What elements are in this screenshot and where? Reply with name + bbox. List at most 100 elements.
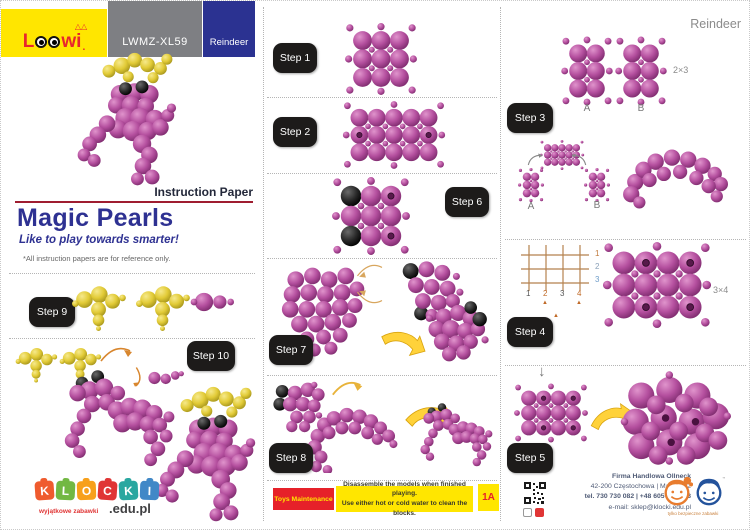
step1-label: Step 1 bbox=[273, 43, 317, 73]
safety-tagline: tylko bezpieczne zabawki bbox=[667, 511, 719, 516]
grid-col-label: 4 bbox=[577, 289, 582, 298]
partA-label: A bbox=[527, 201, 535, 212]
step7-label: Step 7 bbox=[269, 335, 313, 365]
step5-label: Step 5 bbox=[507, 443, 553, 473]
count-annotation: 2×3 bbox=[673, 65, 689, 75]
maintenance-line1: Disassemble the models when finished pla… bbox=[343, 480, 466, 498]
grid-row-label: 3 bbox=[595, 275, 600, 284]
step8-body-figure bbox=[301, 399, 403, 473]
section-divider bbox=[9, 273, 255, 274]
klocki-tagline: wyjątkowe zabawki bbox=[39, 508, 99, 515]
marker-triangle-icon: ▲ bbox=[542, 300, 548, 306]
curved-arrow-icon bbox=[133, 367, 141, 387]
klocki-tile: K bbox=[118, 480, 139, 501]
step9-antler-part-figure bbox=[135, 283, 195, 331]
step8-head-figure bbox=[267, 377, 331, 433]
sheet-code: 1A bbox=[478, 484, 499, 511]
section-divider bbox=[267, 258, 497, 259]
marker-triangle-icon: ▲ bbox=[576, 300, 582, 306]
step2-label: Step 2 bbox=[273, 117, 317, 147]
eye-icon bbox=[35, 36, 48, 48]
section-divider bbox=[267, 375, 497, 376]
curved-arrow-icon bbox=[356, 264, 383, 278]
company-info: Firma Handlowa Ollneck 42-200 Częstochow… bbox=[549, 472, 691, 513]
step9-label: Step 9 bbox=[29, 297, 75, 327]
partA-label: A bbox=[583, 103, 591, 114]
step8-label: Step 8 bbox=[269, 443, 313, 473]
column-divider bbox=[500, 7, 501, 521]
step10-label: Step 10 bbox=[187, 341, 235, 371]
klocki-logo: K L O C K I bbox=[34, 480, 160, 501]
partB-label: B bbox=[637, 103, 645, 114]
svg-text:™: ™ bbox=[722, 477, 725, 481]
instruction-paper-label: Instruction Paper bbox=[154, 185, 253, 199]
model-header: LWMZ-XL59 bbox=[108, 1, 202, 57]
company-phone: tel. 730 730 082 | +48 605 053 093 bbox=[584, 493, 691, 501]
step2-beads-figure bbox=[319, 101, 469, 169]
curved-arrow-icon bbox=[571, 153, 587, 166]
qr-code bbox=[523, 481, 547, 505]
step10-body-figure bbox=[53, 363, 188, 468]
grid-col-label: 2 bbox=[543, 289, 548, 298]
step3-partA-small-figure bbox=[515, 167, 547, 203]
step8-result-figure bbox=[415, 389, 499, 477]
reference-note: *All instruction papers are for referenc… bbox=[23, 254, 171, 263]
maintenance-title: Toys Maintenance bbox=[273, 488, 334, 510]
section-divider bbox=[267, 97, 497, 98]
finished-reindeer-image bbox=[46, 51, 216, 189]
safety-logo-boy-icon: ™ bbox=[696, 477, 725, 506]
company-email: e-mail: sklep@klocki.edu.pl bbox=[608, 503, 691, 511]
curved-arrow-icon bbox=[100, 347, 132, 362]
product-name: Reindeer bbox=[209, 37, 249, 48]
step4-label: Step 4 bbox=[507, 317, 553, 347]
count-annotation: 3×4 bbox=[713, 285, 729, 295]
klocki-letter-tiles: K L O C K I bbox=[34, 480, 160, 501]
grid-col-label: 1 bbox=[526, 289, 531, 298]
step3-center-figure bbox=[539, 139, 585, 171]
company-name: Firma Handlowa Ollneck bbox=[612, 473, 691, 480]
column-divider bbox=[263, 7, 264, 521]
product-header: Reindeer bbox=[203, 1, 255, 57]
klocki-tile: L bbox=[55, 480, 76, 501]
step10-tail-figure bbox=[143, 365, 185, 391]
crown-icon: △△ bbox=[74, 22, 88, 31]
grid-diagram bbox=[521, 245, 589, 291]
maintenance-line2: Use either hot or cold water to clean th… bbox=[341, 500, 468, 517]
step7-flat-part-figure bbox=[265, 263, 383, 363]
step3-partA-figure bbox=[561, 35, 613, 107]
maintenance-text: Disassemble the models when finished pla… bbox=[336, 481, 473, 517]
grid-row-label: 1 bbox=[595, 249, 600, 258]
grid-col-label: 3 bbox=[560, 289, 565, 298]
step5-result-figure bbox=[617, 367, 731, 469]
step3-partB-small-figure bbox=[581, 167, 613, 203]
model-code: LWMZ-XL59 bbox=[122, 36, 188, 48]
section-divider bbox=[9, 338, 255, 339]
loowi-logo: L wi . △△ bbox=[22, 22, 88, 53]
safety-logo-girl-icon bbox=[664, 476, 693, 506]
down-arrow-icon: ↓ bbox=[538, 363, 546, 380]
section-divider bbox=[267, 480, 497, 481]
step9-antler-part-figure bbox=[71, 283, 131, 331]
step9-tail-part-figure bbox=[189, 287, 239, 317]
section-divider bbox=[505, 239, 746, 240]
section-divider bbox=[267, 173, 497, 174]
step6-label: Step 6 bbox=[445, 187, 489, 217]
klocki-domain: .edu.pl bbox=[109, 501, 151, 516]
step4-beads-figure bbox=[603, 241, 711, 329]
grid-row-label: 2 bbox=[595, 262, 600, 271]
step10-antler-part-figure bbox=[15, 345, 61, 383]
section-divider bbox=[505, 365, 746, 366]
brand-header: L wi . △△ bbox=[1, 9, 107, 57]
series-slogan: Like to play towards smarter! bbox=[19, 234, 179, 246]
step6-beads-figure bbox=[321, 177, 421, 255]
series-title: Magic Pearls bbox=[17, 204, 174, 232]
step1-beads-figure bbox=[331, 23, 431, 95]
company-address: 42-200 Częstochowa | Matejki 22 bbox=[590, 483, 691, 491]
klocki-tile: K bbox=[34, 480, 55, 501]
partB-label: B bbox=[593, 200, 601, 211]
klocki-tile: C bbox=[97, 480, 118, 501]
red-rule bbox=[15, 201, 253, 203]
app-badge-icon bbox=[523, 508, 532, 517]
assembly-arrow-icon bbox=[381, 331, 426, 356]
